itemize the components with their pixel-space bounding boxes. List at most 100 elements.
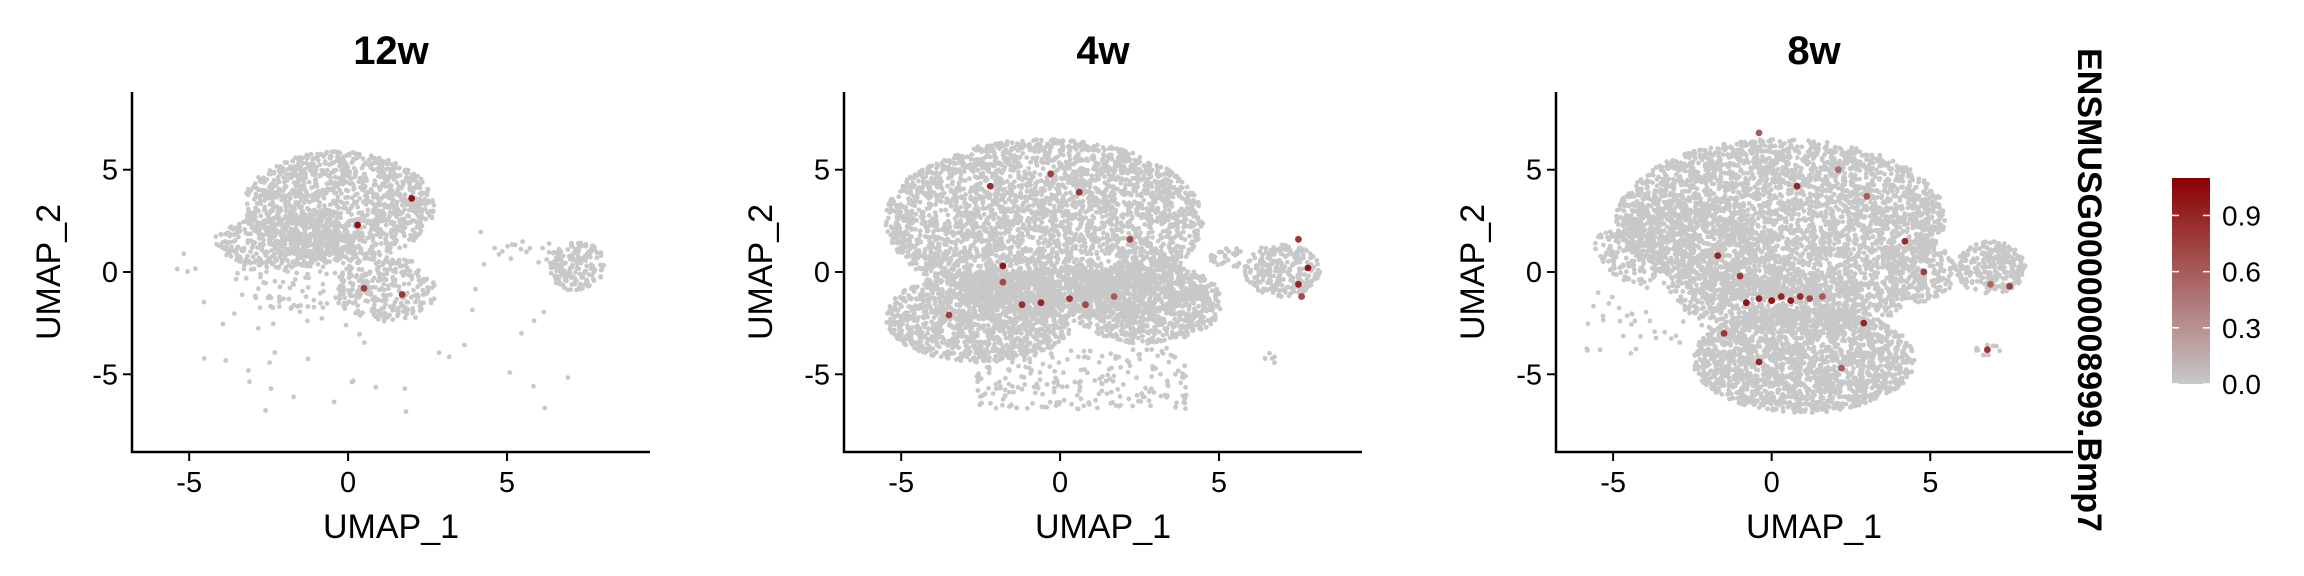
cell-point [297,238,303,244]
cell-point [345,194,351,200]
cell-point [402,315,408,321]
cell-point [1111,166,1117,172]
cell-point [396,257,402,263]
cell-point [1094,251,1100,257]
cell-point [1158,195,1163,201]
cell-point [268,208,274,214]
cell-point [270,321,276,327]
cell-point [383,222,389,228]
cell-point [588,266,594,271]
cell-point [258,213,264,219]
cell-point [921,190,926,196]
cell-point [382,276,388,282]
cell-point [1015,234,1021,240]
cell-point [1082,179,1088,184]
cell-point [355,303,361,308]
cell-point [920,184,926,190]
cell-point [416,267,421,273]
cell-point [181,251,187,257]
cell-point [917,232,923,238]
cell-point [1079,256,1084,262]
x-tick-label: 5 [499,467,515,499]
cell-point [403,409,409,414]
cell-point [909,176,915,181]
cell-point [574,261,580,267]
cell-point [223,358,229,363]
cell-point [905,189,910,195]
panel-title: 12w [353,29,429,73]
cell-point [386,183,392,189]
cell-point [1150,202,1155,208]
cell-point [425,200,431,206]
cell-point [218,231,224,237]
cell-point [288,228,294,234]
cell-point [361,218,367,223]
cell-point [926,213,932,218]
cell-point [213,234,219,239]
cell-point [319,231,325,237]
cell-point [402,386,408,391]
cell-point [219,244,225,250]
cell-point [896,194,902,200]
cell-point [225,230,231,236]
cell-point [1146,224,1152,229]
cell-point [269,254,275,259]
cell-point [1072,155,1078,161]
cell-point [247,379,252,385]
cell-point [572,280,577,286]
cell-point [570,244,575,249]
cell-point [1088,251,1094,257]
umap-panel-4w: 4w -5 0 550-5 UMAP_1 UMAP_2 [742,29,1362,546]
cell-point [934,198,940,203]
cell-point [942,242,948,248]
cell-point [961,155,966,161]
cell-point [1108,216,1113,222]
cell-point [1032,262,1038,267]
cell-point [1045,243,1051,249]
cell-point [505,243,510,249]
cell-point [565,375,571,380]
cell-point [598,250,604,256]
cell-point [399,217,404,222]
cell-point [236,234,241,240]
cell-point [580,274,586,280]
cell-point [1183,254,1189,259]
cell-point [567,266,573,271]
cell-point [350,218,356,223]
cell-point [174,266,180,272]
cell-point [379,286,385,291]
cell-point [1011,204,1017,210]
cell-point [410,177,416,183]
cell-point [291,394,296,400]
cell-point [886,215,891,221]
cell-point [290,259,296,264]
cell-point [1141,198,1147,203]
cell-point [384,166,390,172]
cell-point [354,245,360,250]
cell-point [304,205,310,211]
cell-point [923,174,928,180]
cell-point [222,239,228,244]
cell-point [272,240,278,246]
cell-point [1189,247,1194,253]
cell-point [320,281,326,287]
cell-point [417,224,423,229]
cell-point [303,226,308,232]
cell-point [1000,205,1006,210]
cell-point [481,261,487,267]
cell-point [1032,149,1037,154]
cell-point [421,300,426,306]
cell-point [1089,244,1095,250]
cell-point [342,306,348,312]
cell-point [982,178,988,184]
cell-point [330,240,335,246]
cell-point [518,246,524,252]
cell-point [978,180,983,186]
cell-point [370,194,376,200]
cell-point [334,252,340,258]
cell-point [253,293,258,299]
cell-point [234,226,240,231]
expressing-cell-point [408,195,416,202]
cell-point [895,247,901,253]
cell-point [1036,258,1042,264]
